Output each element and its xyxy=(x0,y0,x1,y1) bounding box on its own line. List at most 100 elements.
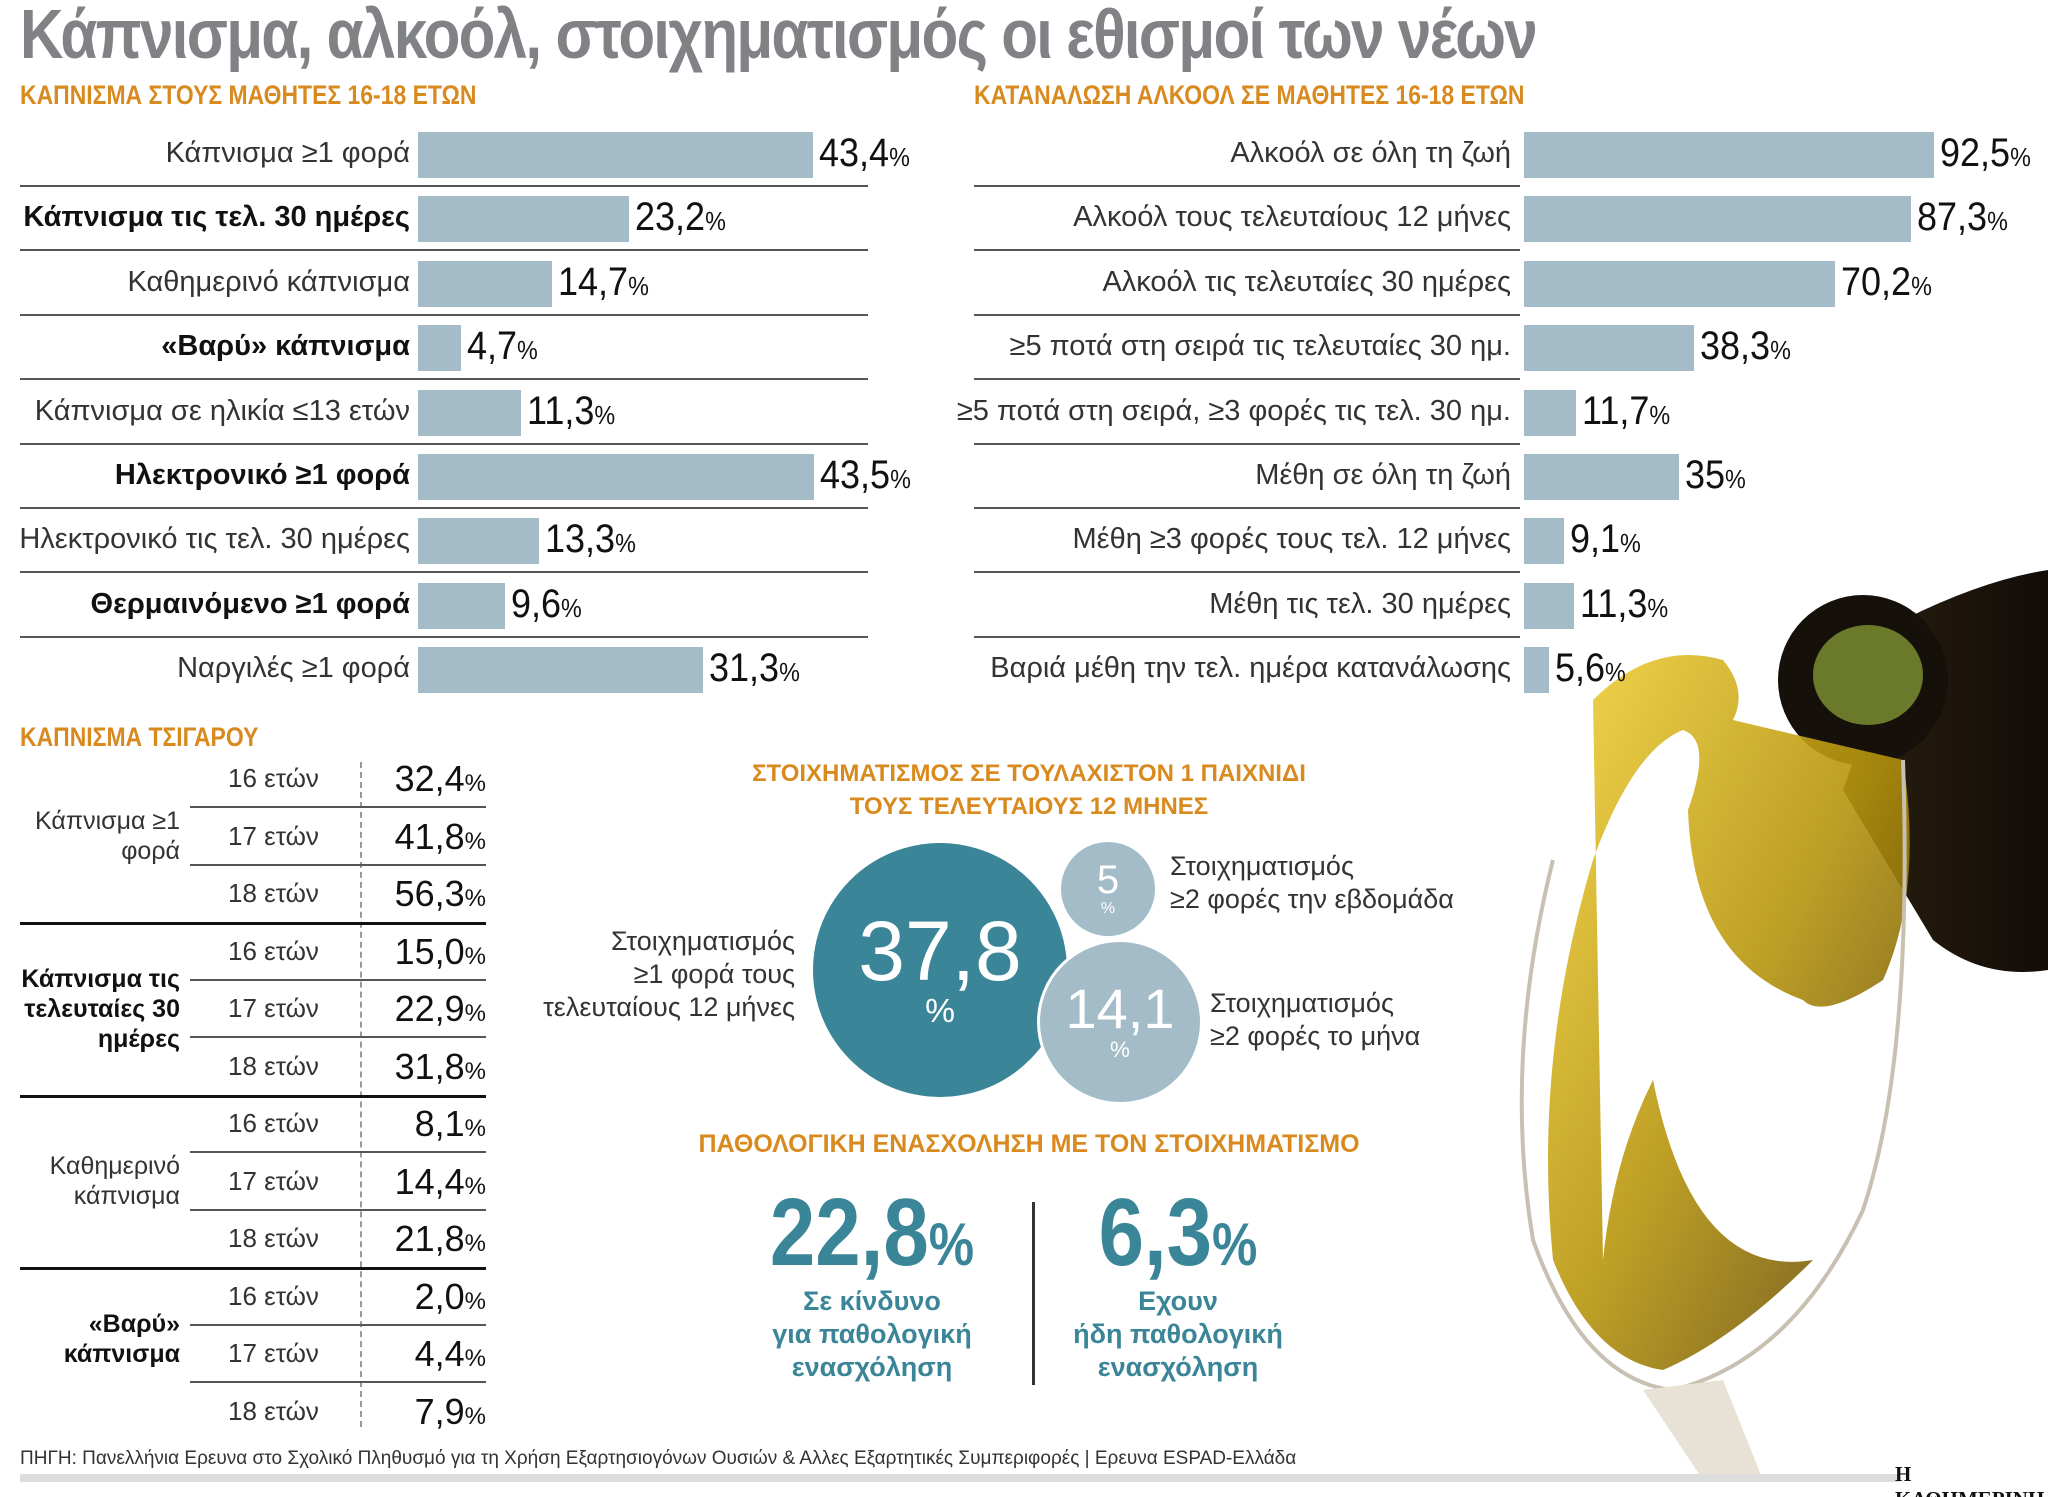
age-label: 17 ετών xyxy=(228,820,319,851)
bar-label: ≥5 ποτά στη σειρά, ≥3 φορές τις τελ. 30 … xyxy=(956,394,1511,427)
bubble: 14,1% xyxy=(1037,939,1203,1105)
percent-sign: % xyxy=(1110,1037,1130,1062)
table-value: 32,4% xyxy=(395,758,486,800)
group-separator xyxy=(20,1094,486,1098)
row-separator xyxy=(20,507,868,509)
value-number: 31,3 xyxy=(708,646,779,691)
footer-rule xyxy=(20,1474,1900,1482)
betting-title-line2: ΤΟΥΣ ΤΕΛΕΥΤΑΙΟΥΣ 12 ΜΗΝΕΣ xyxy=(849,793,1209,820)
smoking-section-title: ΚΑΠΝΙΣΜΑ ΣΤΟΥΣ ΜΑΘΗΤΕΣ 16-18 ΕΤΩΝ xyxy=(20,80,477,110)
value-number: 11,3 xyxy=(526,388,595,433)
bar xyxy=(1524,647,1549,694)
age-label: 18 ετών xyxy=(228,1395,319,1426)
percent-sign: % xyxy=(1769,335,1791,366)
bar-label: Ηλεκτρονικό ≥1 φορά xyxy=(114,459,410,491)
row-separator xyxy=(974,313,1520,316)
percent-sign: % xyxy=(464,1115,486,1142)
bubble-value: 5 xyxy=(1096,858,1120,902)
value-number: 7,9 xyxy=(414,1390,465,1432)
group-label: «Βαρύ» κάπνισμα xyxy=(63,1309,180,1368)
percent-sign: % xyxy=(1725,464,1746,494)
row-separator xyxy=(974,507,1520,509)
bar-value: 38,3% xyxy=(1700,324,1791,369)
description-line: ενασχόληση xyxy=(1097,1352,1259,1382)
bubble-description: Στοιχηματισμός ≥2 φορές την εβδομάδα xyxy=(1170,850,1454,916)
description-line: τελευταίους 12 μήνες xyxy=(543,992,795,1022)
percent-sign: % xyxy=(1604,657,1626,688)
bar-value: 9,6% xyxy=(511,582,582,627)
table-value: 41,8% xyxy=(395,816,486,858)
percent-sign: % xyxy=(928,1211,975,1278)
table-value: 22,9% xyxy=(395,988,486,1030)
value-number: 14,7 xyxy=(557,259,628,304)
row-separator xyxy=(974,442,1520,445)
percent-sign: % xyxy=(1986,206,2008,237)
age-label: 18 ετών xyxy=(228,1050,319,1081)
value-number: 9,6 xyxy=(511,581,562,626)
bar-label: Κάπνισμα ≥1 φορά xyxy=(165,137,410,169)
percent-sign: % xyxy=(1100,900,1116,917)
age-label: 18 ετών xyxy=(228,878,319,908)
description-line: Στοιχηματισμός xyxy=(1210,988,1394,1018)
value-number: 4,4 xyxy=(414,1333,465,1374)
row-separator xyxy=(20,442,868,445)
row-separator xyxy=(20,249,868,252)
percent-sign: % xyxy=(464,1230,486,1257)
value-number: 43,4 xyxy=(818,131,890,175)
percent-sign: % xyxy=(594,399,616,430)
percent-sign: % xyxy=(778,657,800,688)
percent-sign: % xyxy=(1649,399,1671,430)
table-value: 8,1% xyxy=(415,1103,486,1145)
bar xyxy=(1524,582,1575,629)
value-number: 23,2 xyxy=(635,195,706,240)
value-number: 15,0 xyxy=(394,930,465,972)
bar xyxy=(1524,260,1835,307)
bar-value: 11,7% xyxy=(1582,389,1670,434)
row-separator xyxy=(974,378,1520,381)
bar-label: Αλκοόλ τις τελευταίες 30 ημέρες xyxy=(1102,265,1511,298)
row-separator xyxy=(190,806,486,808)
description-line: ενασχόληση xyxy=(791,1352,953,1382)
bar xyxy=(1524,389,1576,436)
description-line: Σε κίνδυνο xyxy=(803,1286,941,1316)
value-number: 9,1 xyxy=(1570,517,1621,562)
percent-sign: % xyxy=(627,270,649,301)
bar-value: 87,3% xyxy=(1917,195,2008,240)
bar xyxy=(418,325,461,372)
value-number: 6,3 xyxy=(1098,1179,1213,1286)
bar-label: Ηλεκτρονικό τις τελ. 30 ημέρες xyxy=(19,523,410,556)
value-number: 8,1 xyxy=(414,1103,465,1144)
pathological-value: 6,3% xyxy=(1008,1178,1348,1288)
bar-label: Βαριά μέθη την τελ. ημέρα κατανάλωσης xyxy=(990,652,1511,685)
row-separator xyxy=(974,185,1520,187)
description-line: ≥1 φορά τους xyxy=(633,959,795,989)
bubble-description: Στοιχηματισμός ≥2 φορές το μήνα xyxy=(1210,987,1420,1053)
row-separator xyxy=(20,378,868,381)
bar xyxy=(1524,454,1680,500)
row-separator xyxy=(190,1036,486,1038)
divider xyxy=(1032,1202,1035,1385)
value-number: 14,4 xyxy=(394,1160,465,1202)
percent-sign: % xyxy=(464,1402,486,1430)
age-label: 16 ετών xyxy=(228,1280,319,1311)
bubble-description: Στοιχηματισμός ≥1 φορά τους τελευταίους 12… xyxy=(543,925,795,1024)
bar-label: Μέθη σε όλη τη ζωή xyxy=(1255,459,1511,491)
age-label: 17 ετών xyxy=(228,1165,319,1196)
bar xyxy=(1524,518,1565,565)
value-number: 41,8 xyxy=(394,815,465,857)
bar-label: Καθημερινό κάπνισμα xyxy=(127,265,410,298)
bar xyxy=(418,132,813,178)
bar-value: 31,3% xyxy=(709,646,800,691)
description-line: Στοιχηματισμός xyxy=(1170,851,1354,881)
percent-sign: % xyxy=(561,592,583,623)
value-number: 21,8 xyxy=(394,1218,465,1259)
group-label: Καθημερινό κάπνισμα xyxy=(49,1152,180,1210)
bar-label: «Βαρύ» κάπνισμα xyxy=(161,330,410,363)
percent-sign: % xyxy=(615,528,636,559)
value-number: 32,4 xyxy=(394,758,465,799)
bar-value: 23,2% xyxy=(635,195,726,240)
row-separator xyxy=(20,313,868,316)
bubble: 5% xyxy=(1058,839,1158,939)
value-number: 56,3 xyxy=(394,873,465,914)
bubble: 37,8% xyxy=(813,843,1067,1097)
